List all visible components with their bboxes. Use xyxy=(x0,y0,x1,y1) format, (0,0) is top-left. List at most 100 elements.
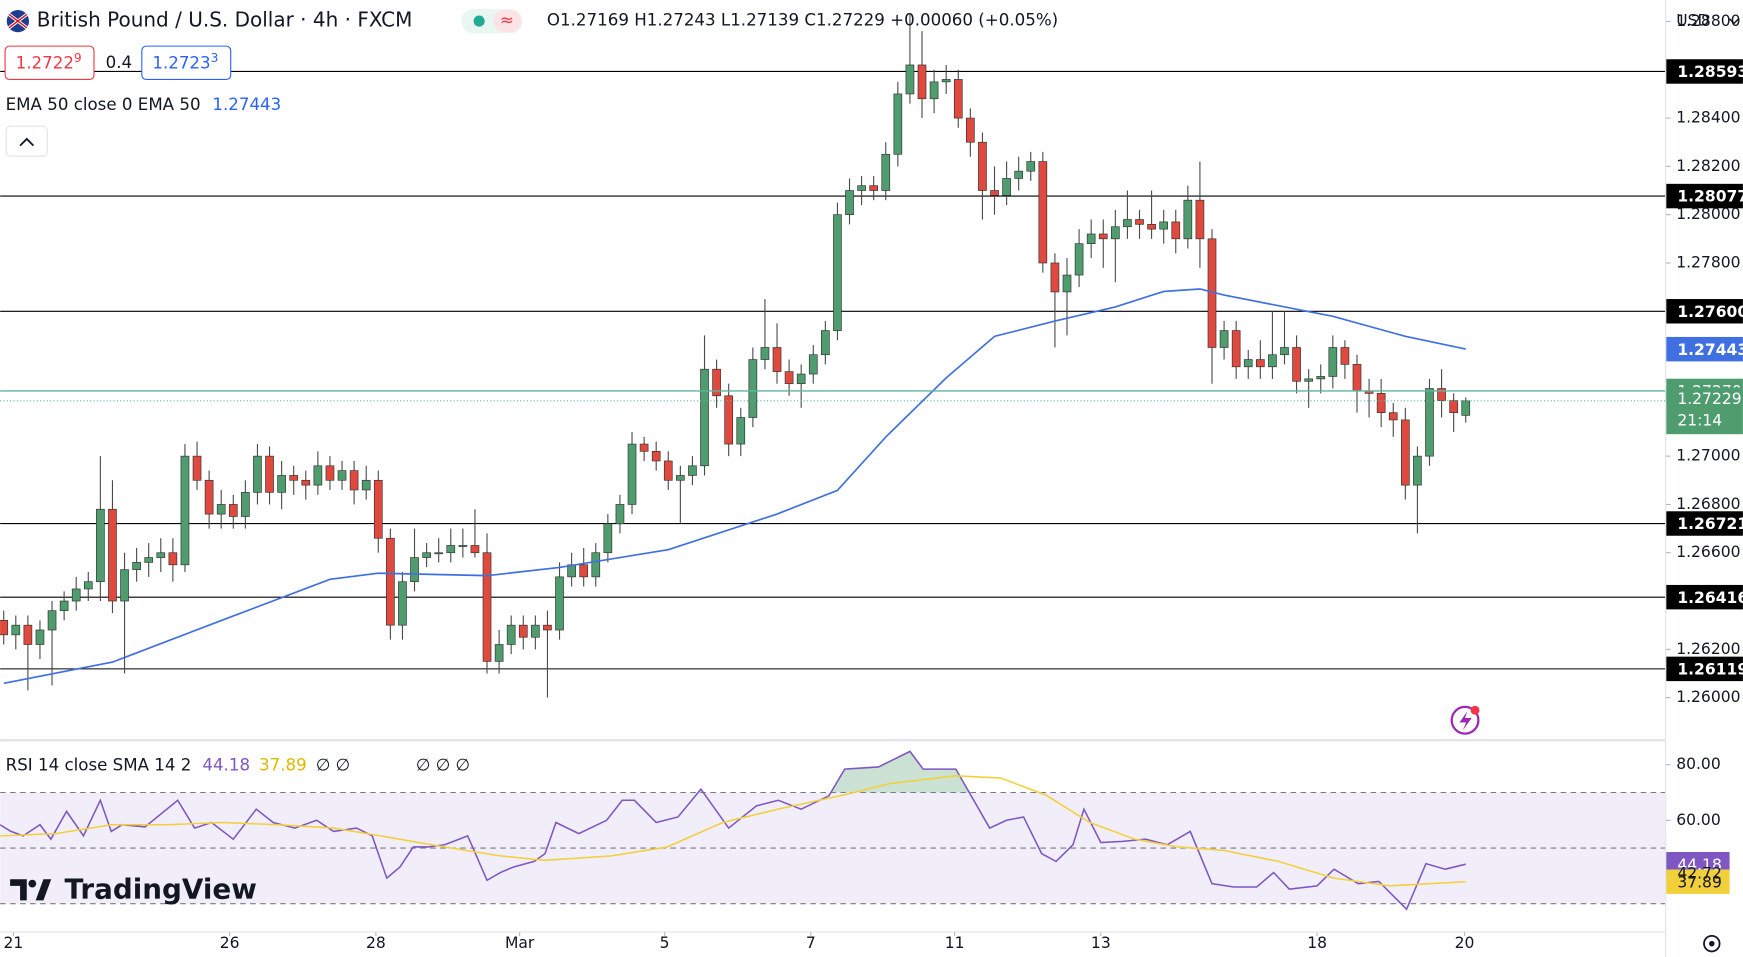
candle-body xyxy=(1062,274,1072,293)
rsi-y-tick-label: 60.00 xyxy=(1676,811,1721,829)
rsi-y-tick-label: 80.00 xyxy=(1676,755,1721,773)
candle-body xyxy=(978,141,987,191)
candle-body xyxy=(180,455,190,566)
rsi-value-tag: 37.89 xyxy=(1677,873,1722,891)
candle-body xyxy=(1449,400,1458,414)
candle-body xyxy=(845,190,854,216)
level-label: 1.27600 xyxy=(1677,303,1743,321)
candle-body xyxy=(1111,226,1120,240)
collapse-button[interactable] xyxy=(5,125,48,157)
ema-legend-value: 1.27443 xyxy=(212,95,281,114)
price-axis-bg xyxy=(1666,387,1743,435)
candle-body xyxy=(1425,388,1434,457)
candle-body xyxy=(482,552,492,662)
candle-body xyxy=(1050,262,1060,293)
y-tick-label: 1.27000 xyxy=(1676,447,1740,465)
candle-body xyxy=(1135,219,1144,225)
candle-body xyxy=(1328,347,1338,377)
candle-body xyxy=(1268,354,1277,368)
sell-price: 1.27229 xyxy=(16,50,82,72)
candle-body xyxy=(168,552,178,566)
buy-button[interactable] xyxy=(141,45,232,81)
sell-button[interactable] xyxy=(4,45,95,81)
rsi-legend-value: 44.18 xyxy=(202,755,250,774)
candle-body xyxy=(1038,161,1048,264)
candle-body xyxy=(760,347,770,360)
candle-body xyxy=(1086,233,1096,244)
x-tick-label: 13 xyxy=(1091,934,1111,952)
logo-v xyxy=(35,879,52,901)
rsi-legend: RSI 14 close SMA 14 2 xyxy=(6,755,192,774)
candle-body xyxy=(144,557,154,563)
market-open-dot xyxy=(473,15,485,27)
candle-body xyxy=(301,479,311,486)
y-tick-label: 1.26800 xyxy=(1676,495,1740,513)
x-tick-label: 5 xyxy=(660,934,670,952)
x-tick-label: 7 xyxy=(806,934,816,952)
candle-body xyxy=(71,588,81,602)
flag-cross-red xyxy=(8,13,28,29)
rsi-legend-extra: ∅ ∅ xyxy=(316,755,350,774)
candle-body xyxy=(1316,376,1326,380)
buy-price-sup: 3 xyxy=(211,50,219,64)
candle-body xyxy=(434,552,444,555)
spread: 0.4 xyxy=(106,53,133,72)
candle-body xyxy=(1074,243,1084,276)
candle-body xyxy=(156,552,166,558)
currency[interactable]: USD xyxy=(1676,12,1709,30)
level-label-bg xyxy=(1666,656,1743,682)
candle-body xyxy=(422,552,431,558)
candle-body xyxy=(265,455,274,493)
level-label: 1.28077 xyxy=(1677,188,1743,206)
brand-logo: TradingView xyxy=(10,872,257,905)
ema-axis-label: 1.27443 xyxy=(1677,341,1743,359)
level-label: 1.26721 xyxy=(1677,515,1743,533)
candle-body xyxy=(1159,221,1169,230)
alert-bolt xyxy=(1459,711,1472,731)
candle-body xyxy=(748,359,758,418)
candle-body xyxy=(410,557,419,583)
candle-body xyxy=(1147,223,1156,230)
header: British Pound / U.S. Dollar · 4h · FXCM … xyxy=(4,8,1739,953)
candle-body xyxy=(506,624,516,645)
candle-body xyxy=(23,624,33,645)
candle-body xyxy=(736,417,746,445)
rsi-value-tag-bg xyxy=(1666,869,1730,894)
candle-body xyxy=(1352,364,1362,392)
x-tick-label: 21 xyxy=(3,934,23,952)
candle-body xyxy=(881,153,891,191)
candle-body xyxy=(579,564,589,578)
candle-body xyxy=(627,443,637,505)
candle-body xyxy=(83,581,93,590)
x-tick-label: 28 xyxy=(366,934,386,952)
candle-body xyxy=(96,508,105,583)
candle-body xyxy=(1183,199,1193,240)
candle-body xyxy=(120,569,129,602)
candle-body xyxy=(1243,359,1253,368)
candle-body xyxy=(591,552,601,578)
candle-body xyxy=(869,185,879,191)
candle-body xyxy=(1292,347,1301,382)
candle-body xyxy=(35,629,45,645)
candle-body xyxy=(373,479,383,539)
level-label-bg xyxy=(1666,511,1743,536)
rsi-line xyxy=(0,750,1466,911)
settings-icon[interactable] xyxy=(1703,934,1721,953)
candle-body xyxy=(241,492,250,517)
brand-name: TradingView xyxy=(65,872,257,905)
level-label-bg xyxy=(1666,183,1743,209)
candle-body xyxy=(1304,378,1313,382)
y-tick-label: 1.28200 xyxy=(1676,157,1740,175)
candle-body xyxy=(1340,347,1350,365)
alert-dot xyxy=(1470,705,1480,715)
candle-body xyxy=(337,470,347,481)
rsi-legend-extra2: ∅ ∅ ∅ xyxy=(416,755,470,774)
candle-body xyxy=(688,465,697,476)
level-label: 1.28593 xyxy=(1677,63,1743,81)
candle-body xyxy=(1014,170,1024,179)
candle-body xyxy=(386,537,395,626)
candle-body xyxy=(796,373,806,385)
candle-body xyxy=(446,545,456,554)
candle-body xyxy=(253,455,262,493)
sma-legend-value: 37.89 xyxy=(259,755,307,774)
